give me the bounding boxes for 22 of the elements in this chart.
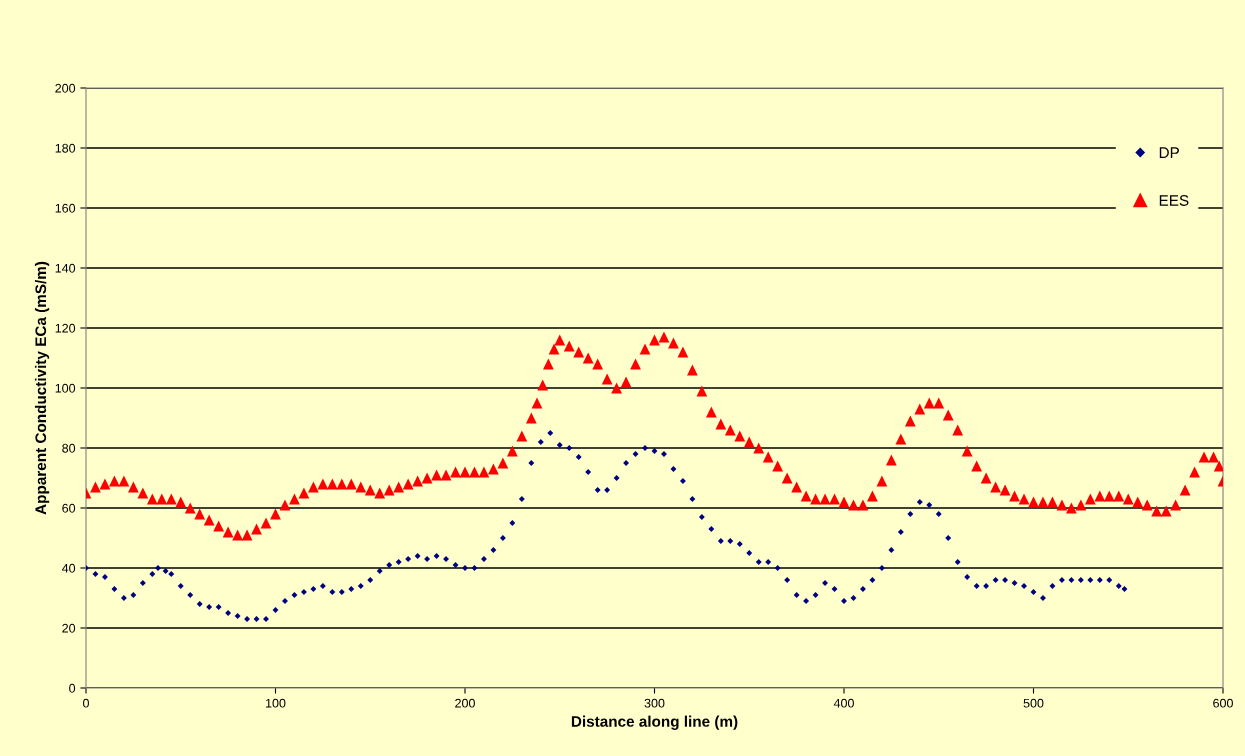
legend-label: DP [1159,147,1179,158]
x-tick-label: 600 [1213,698,1233,708]
y-tick-label: 180 [55,143,76,153]
y-tick-label: 140 [55,263,76,273]
legend-label: EES [1159,195,1189,206]
y-tick-label: 0 [69,683,76,693]
y-tick-label: 20 [62,623,76,633]
x-axis-title: Distance along line (m) [571,715,738,730]
y-tick-label: 200 [55,83,76,93]
y-tick-label: 160 [55,203,76,213]
x-tick-label: 400 [833,698,854,708]
x-tick-label: 100 [266,698,286,708]
x-tick-label: 200 [455,698,475,708]
x-tick-label: 300 [644,698,665,708]
y-tick-label: 100 [55,383,76,393]
y-tick-label: 60 [62,503,76,513]
x-tick-label: 0 [83,698,89,708]
y-tick-label: 80 [62,443,76,453]
y-tick-label: 120 [55,323,76,333]
y-tick-label: 40 [61,563,76,573]
y-axis-title: Apparent Conductivity ECa (mS/m) [34,261,50,515]
x-tick-label: 500 [1023,698,1044,708]
